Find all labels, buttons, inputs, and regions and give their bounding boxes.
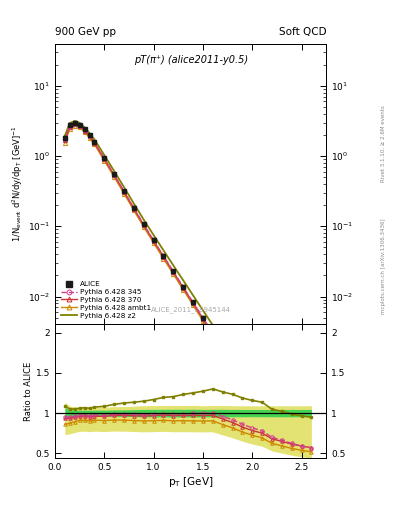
Text: Rivet 3.1.10, ≥ 2.6M events: Rivet 3.1.10, ≥ 2.6M events: [381, 105, 386, 182]
Text: 900 GeV pp: 900 GeV pp: [55, 27, 116, 37]
X-axis label: p$_\mathregular{T}$ [GeV]: p$_\mathregular{T}$ [GeV]: [168, 475, 213, 489]
Y-axis label: Ratio to ALICE: Ratio to ALICE: [24, 361, 33, 421]
Text: Soft QCD: Soft QCD: [279, 27, 326, 37]
Text: ALICE_2011_S8945144: ALICE_2011_S8945144: [151, 307, 231, 313]
Y-axis label: 1/N$_\mathregular{event}$ d$^2$N/dy/dp$_\mathregular{T}$ [GeV]$^{-1}$: 1/N$_\mathregular{event}$ d$^2$N/dy/dp$_…: [11, 125, 25, 243]
Text: pT(π⁺) (alice2011-y0.5): pT(π⁺) (alice2011-y0.5): [134, 55, 248, 65]
Text: mcplots.cern.ch [arXiv:1306.3436]: mcplots.cern.ch [arXiv:1306.3436]: [381, 219, 386, 314]
Legend: ALICE, Pythia 6.428 345, Pythia 6.428 370, Pythia 6.428 ambt1, Pythia 6.428 z2: ALICE, Pythia 6.428 345, Pythia 6.428 37…: [59, 279, 153, 321]
